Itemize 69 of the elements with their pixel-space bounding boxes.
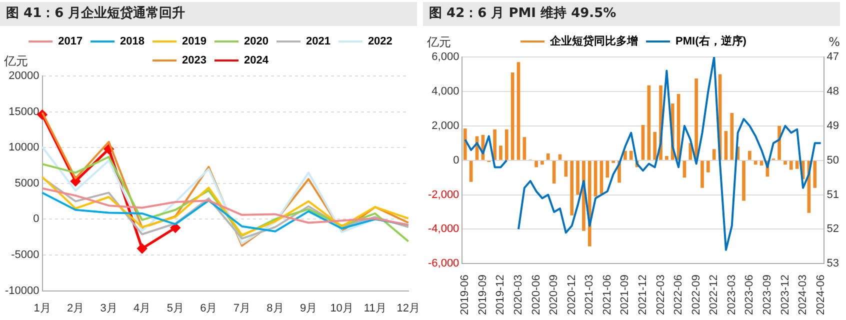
y-axis-title: 亿元 xyxy=(3,54,28,68)
chart-title: 图 41：6 月企业短贷通常回升 xyxy=(0,2,417,26)
legend-label: 2024 xyxy=(244,54,270,67)
y-tick-label: 6,000 xyxy=(432,51,460,64)
x-tick-label: 2024-03 xyxy=(797,274,810,316)
y2-tick-label: 53 xyxy=(826,258,840,270)
x-tick-label: 2022-09 xyxy=(690,274,702,316)
x-tick-label: 2021-06 xyxy=(601,274,614,316)
legend-label: 2018 xyxy=(120,36,145,48)
y-tick-label: -4,000 xyxy=(428,223,460,236)
x-tick-label: 2022-12 xyxy=(708,274,720,316)
y-tick-label: 10000 xyxy=(8,142,40,154)
x-tick-label: 7月 xyxy=(233,302,251,314)
y2-tick-label: 51 xyxy=(826,188,840,201)
legend-label: PMI(右，逆序) xyxy=(676,34,747,48)
x-tick-label: 2023-06 xyxy=(744,274,756,316)
y-axis-title: 亿元 xyxy=(426,35,451,50)
y-tick-label: 0 xyxy=(453,154,460,166)
legend-label: 2021 xyxy=(306,36,330,48)
y-tick-label: -5000 xyxy=(11,249,40,262)
x-tick-label: 1月 xyxy=(34,302,51,314)
x-tick-label: 2023-03 xyxy=(726,274,738,316)
x-tick-label: 2020-12 xyxy=(566,274,578,316)
y2-tick-label: 50 xyxy=(826,154,840,166)
legend-label: 2022 xyxy=(368,36,392,48)
x-tick-label: 4月 xyxy=(134,302,151,314)
x-tick-label: 2023-12 xyxy=(779,274,792,316)
y-tick-label: 20000 xyxy=(8,70,40,82)
y-tick-label: -2,000 xyxy=(428,188,460,201)
y2-tick-label: 52 xyxy=(826,223,840,236)
x-tick-label: 2021-03 xyxy=(584,274,596,316)
chart-title: 图 42：6 月 PMI 维持 49.5% xyxy=(423,2,840,26)
y-tick-label: -6,000 xyxy=(428,258,460,270)
x-tick-label: 9月 xyxy=(300,302,318,314)
legend-label: 2019 xyxy=(182,36,207,48)
x-tick-label: 2024-06 xyxy=(814,274,827,316)
x-tick-label: 2020-09 xyxy=(548,274,560,316)
x-tick-label: 2019-06 xyxy=(459,274,472,316)
x-tick-label: 2023-09 xyxy=(761,274,774,316)
x-tick-label: 12月 xyxy=(396,302,420,314)
x-tick-label: 2021-09 xyxy=(619,274,632,316)
y2-tick-label: 48 xyxy=(826,85,840,98)
legend-label: 2020 xyxy=(244,36,268,48)
y-tick-label: 5000 xyxy=(14,177,40,190)
x-tick-label: 8月 xyxy=(266,302,284,314)
x-tick-label: 2022-06 xyxy=(672,274,685,316)
x-tick-label: 2020-06 xyxy=(530,274,542,316)
x-tick-label: 2月 xyxy=(66,302,84,314)
x-tick-label: 5月 xyxy=(166,302,184,314)
legend-label: 2017 xyxy=(58,36,83,48)
x-tick-label: 2020-03 xyxy=(512,274,525,316)
x-tick-label: 2019-12 xyxy=(494,274,507,316)
y2-axis-title: % xyxy=(828,35,840,50)
y-tick-label: 2,000 xyxy=(432,120,460,132)
x-tick-label: 3月 xyxy=(100,302,118,314)
y-tick-label: 0 xyxy=(33,213,40,226)
x-tick-label: 2019-09 xyxy=(476,274,489,316)
y-tick-label: 4,000 xyxy=(432,85,460,98)
x-tick-label: 10月 xyxy=(330,302,354,314)
x-tick-label: 6月 xyxy=(200,302,218,314)
legend-label: 2023 xyxy=(182,54,207,67)
y2-tick-label: 47 xyxy=(826,51,840,64)
x-tick-label: 2022-03 xyxy=(654,274,667,316)
y2-tick-label: 49 xyxy=(826,120,840,132)
x-tick-label: 11月 xyxy=(364,302,386,314)
y-tick-label: 15000 xyxy=(8,106,40,118)
y-tick-label: -10000 xyxy=(4,284,40,297)
x-tick-label: 2021-12 xyxy=(637,274,650,316)
legend-label: 企业短贷同比多增 xyxy=(549,34,638,48)
